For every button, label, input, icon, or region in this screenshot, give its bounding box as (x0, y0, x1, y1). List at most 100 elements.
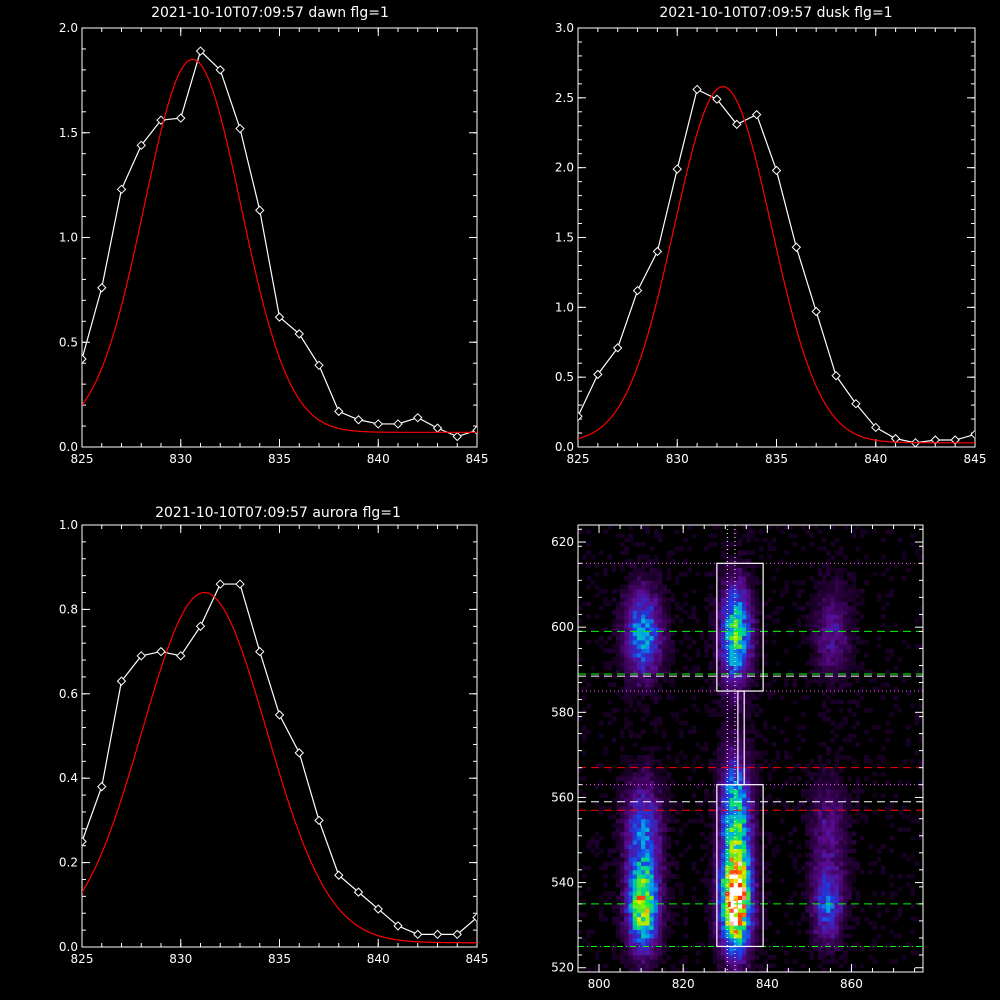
heatmap-pixel (599, 908, 604, 913)
heatmap-pixel (632, 605, 638, 611)
heatmap-pixel (615, 827, 621, 832)
heatmap-pixel (733, 695, 739, 700)
heatmap-pixel (817, 635, 823, 641)
heatmap-pixel (683, 665, 688, 671)
heatmap-pixel (746, 857, 751, 862)
heatmap-pixel (712, 686, 718, 692)
heatmap-pixel (843, 720, 848, 726)
heatmap-pixel (763, 720, 768, 726)
heatmap-pixel (838, 618, 844, 624)
heatmap-pixel (620, 925, 625, 930)
heatmap-pixel (641, 874, 646, 879)
heatmap-pixel (847, 933, 852, 939)
heatmap-pixel (712, 912, 718, 918)
heatmap-pixel (620, 793, 625, 798)
heatmap-pixel (594, 571, 600, 577)
heatmap-pixel (607, 601, 613, 607)
heatmap-pixel (662, 891, 667, 896)
heatmap-pixel (641, 746, 646, 752)
heatmap-pixel (733, 529, 739, 534)
heatmap-pixel (628, 844, 634, 849)
heatmap-pixel (914, 720, 920, 726)
heatmap-pixel (855, 665, 861, 671)
heatmap-pixel (636, 771, 642, 777)
heatmap-pixel (847, 882, 852, 888)
heatmap-pixel (822, 580, 827, 585)
heatmap-pixel (847, 801, 852, 807)
heatmap-pixel (737, 657, 743, 662)
heatmap-pixel (708, 861, 713, 866)
heatmap-pixel (611, 588, 617, 594)
heatmap-pixel (813, 831, 819, 837)
heatmap-pixel (666, 861, 671, 866)
data-point-dawn (373, 419, 383, 429)
heatmap-pixel (582, 554, 587, 560)
heatmap-pixel (784, 806, 789, 811)
heatmap-pixel (620, 937, 625, 943)
heatmap-pixel (704, 746, 709, 752)
heatmap-pixel (603, 963, 608, 969)
heatmap-pixel (880, 754, 886, 760)
heatmap-pixel (683, 610, 688, 615)
heatmap-pixel (784, 801, 789, 807)
heatmap-pixel (662, 831, 667, 837)
heatmap-pixel (737, 827, 743, 832)
heatmap-pixel (599, 912, 604, 918)
heatmap-pixel (872, 780, 878, 786)
heatmap-pixel (737, 810, 743, 815)
heatmap-pixel (721, 712, 726, 717)
heatmap-pixel (662, 835, 667, 841)
heatmap-pixel (750, 857, 756, 862)
heatmap-pixel (742, 857, 747, 862)
heatmap-pixel (889, 946, 894, 952)
heatmap-pixel (826, 852, 831, 858)
heatmap-pixel (641, 759, 646, 764)
heatmap-pixel (847, 639, 852, 645)
heatmap-pixel (632, 891, 638, 896)
heatmap-pixel (859, 695, 865, 700)
heatmap-pixel (641, 780, 646, 786)
heatmap-pixel (649, 844, 655, 849)
heatmap-pixel (918, 780, 923, 786)
data-line-dawn (82, 49, 477, 438)
heatmap-pixel (775, 661, 781, 666)
heatmap-pixel (805, 601, 810, 607)
heatmap-pixel (636, 776, 642, 781)
heatmap-pixel (620, 631, 625, 637)
heatmap-pixel (615, 916, 621, 922)
heatmap-pixel (809, 793, 814, 798)
heatmap-pixel (737, 903, 743, 909)
heatmap-pixel (754, 908, 760, 913)
heatmap-pixel (809, 657, 814, 662)
heatmap-pixel (754, 827, 760, 832)
heatmap-pixel (893, 686, 899, 692)
heatmap-pixel (780, 801, 785, 807)
heatmap-pixel (805, 823, 810, 828)
heatmap-pixel (653, 571, 659, 577)
heatmap-pixel (712, 788, 718, 794)
heatmap-pixel (834, 925, 840, 930)
heatmap-pixel (733, 920, 739, 926)
heatmap-pixel (620, 733, 625, 739)
heatmap-pixel (733, 818, 739, 824)
heatmap-pixel (872, 861, 878, 866)
heatmap-pixel (645, 950, 650, 956)
heatmap-pixel (834, 576, 840, 581)
panel-dusk: 2021-10-10T07:09:57 dusk flg=1 825 830 835… (555, 5, 987, 466)
heatmap-pixel (615, 635, 621, 641)
heatmap-pixel (822, 818, 827, 824)
heatmap-pixel (809, 942, 814, 947)
heatmap-pixel (636, 852, 642, 858)
heatmap-pixel (636, 639, 642, 645)
heatmap-pixel (645, 678, 650, 683)
heatmap-pixel (708, 937, 713, 943)
heatmap-pixel (754, 588, 760, 594)
heatmap-pixel (721, 644, 726, 649)
heatmap-pixel (813, 627, 819, 632)
heatmap-pixel (645, 848, 650, 854)
heatmap-pixel (851, 806, 857, 811)
heatmap-pixel (716, 746, 722, 752)
heatmap-pixel (632, 806, 638, 811)
heatmap-pixel (641, 652, 646, 658)
heatmap-pixel (834, 776, 840, 781)
